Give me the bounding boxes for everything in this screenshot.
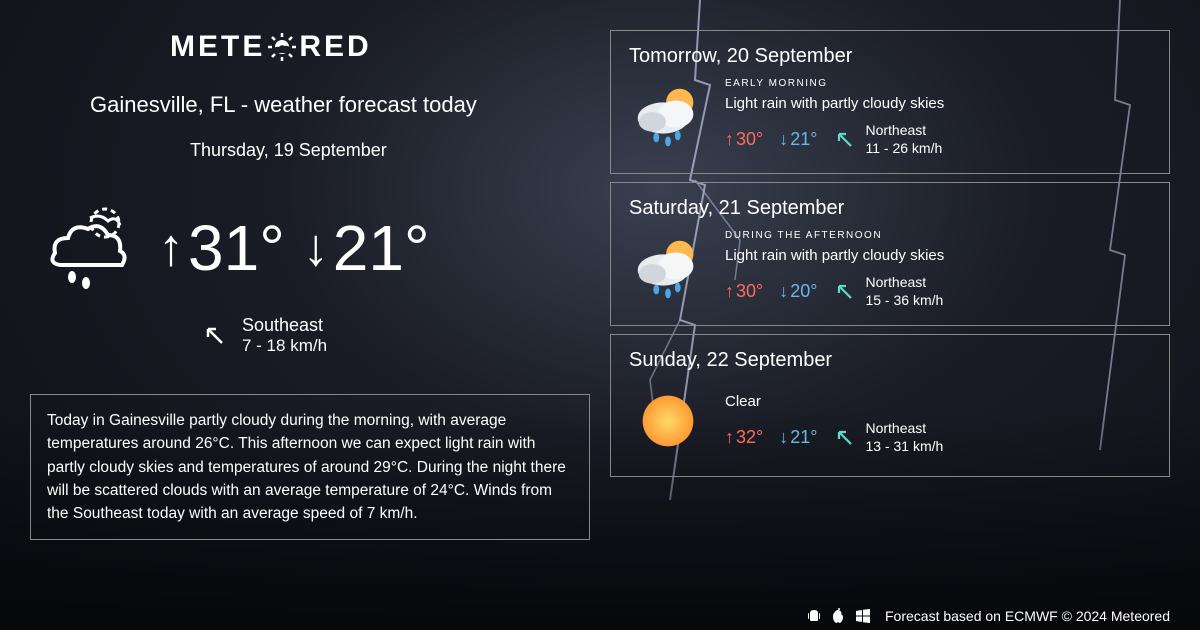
arrow-up-icon: ↑ — [158, 218, 184, 278]
date-today: Thursday, 19 September — [190, 140, 600, 161]
wind-arrow-icon — [200, 321, 230, 351]
forecast-high: ↑30° — [725, 281, 763, 302]
today-high: ↑31° — [158, 211, 285, 285]
forecast-wind: Northeast 13 - 31 km/h — [833, 420, 943, 455]
forecast-condition: Light rain with partly cloudy skies — [725, 95, 1151, 112]
forecast-card: Sunday, 22 September Clear ↑32° — [610, 334, 1170, 477]
today-wind: Southeast 7 - 18 km/h — [200, 315, 600, 356]
today-description: Today in Gainesville partly cloudy durin… — [30, 394, 590, 540]
wind-arrow-icon — [833, 280, 857, 304]
windows-icon — [855, 608, 871, 624]
wind-direction: Southeast — [242, 315, 327, 336]
forecast-date: Sunday, 22 September — [629, 349, 1151, 372]
wind-arrow-icon — [833, 128, 857, 152]
forecast-condition: Clear — [725, 393, 1151, 410]
brand-text-1: METE — [170, 30, 265, 64]
footer: Forecast based on ECMWF © 2024 Meteored — [807, 608, 1170, 624]
location-title: Gainesville, FL - weather forecast today — [90, 92, 600, 118]
weather-icon-rain-partly-cloudy — [629, 79, 707, 157]
forecast-date: Tomorrow, 20 September — [629, 45, 1151, 68]
forecast-low: ↓21° — [779, 427, 817, 448]
forecast-high: ↑32° — [725, 427, 763, 448]
forecast-wind: Northeast 11 - 26 km/h — [833, 122, 942, 157]
weather-icon-today — [30, 193, 140, 303]
today-low: ↓21° — [303, 211, 430, 285]
forecast-high: ↑30° — [725, 129, 763, 150]
weather-icon-clear — [629, 382, 707, 460]
footer-attribution: Forecast based on ECMWF © 2024 Meteored — [885, 608, 1170, 624]
apple-icon — [831, 608, 845, 624]
forecast-wind: Northeast 15 - 36 km/h — [833, 274, 943, 309]
brand-text-2: RED — [299, 30, 371, 64]
forecast-condition: Light rain with partly cloudy skies — [725, 247, 1151, 264]
brand-sun-icon — [267, 32, 297, 62]
forecast-low: ↓21° — [779, 129, 817, 150]
arrow-down-icon: ↓ — [303, 218, 329, 278]
forecast-card: Tomorrow, 20 September EARLY MORNING Lig… — [610, 30, 1170, 174]
forecast-date: Saturday, 21 September — [629, 197, 1151, 220]
forecast-time-of-day: EARLY MORNING — [725, 78, 1151, 89]
android-icon — [807, 608, 821, 624]
weather-icon-rain-partly-cloudy — [629, 231, 707, 309]
forecast-card: Saturday, 21 September DURING THE AFTERN… — [610, 182, 1170, 326]
brand-logo: METE RED — [170, 30, 600, 64]
forecast-time-of-day: DURING THE AFTERNOON — [725, 230, 1151, 241]
wind-speed: 7 - 18 km/h — [242, 336, 327, 356]
forecast-low: ↓20° — [779, 281, 817, 302]
today-temps-row: ↑31° ↓21° — [30, 193, 600, 303]
wind-arrow-icon — [833, 426, 857, 450]
